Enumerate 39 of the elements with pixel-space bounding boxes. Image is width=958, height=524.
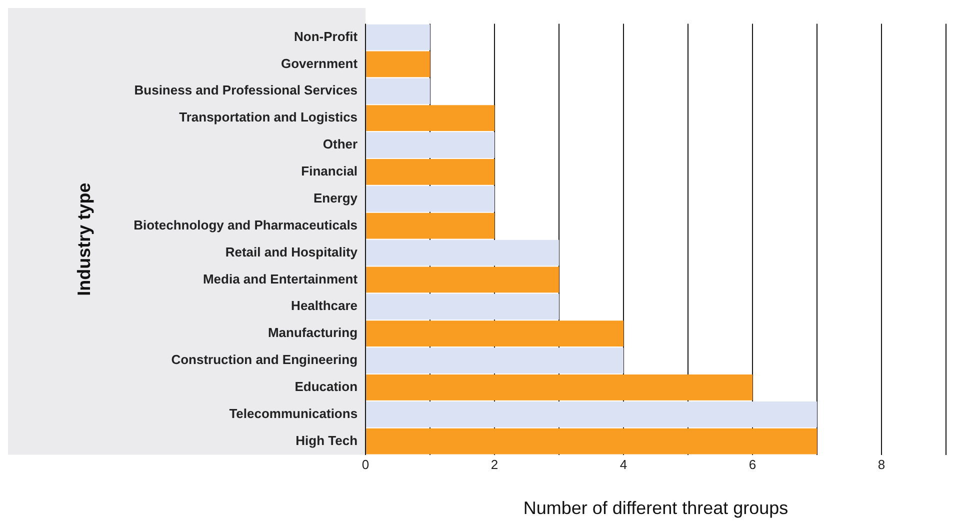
bar xyxy=(366,320,624,347)
y-tick-label: Energy xyxy=(313,190,358,206)
bar xyxy=(366,132,495,158)
bar xyxy=(366,428,818,454)
y-tick-label: Other xyxy=(322,136,358,152)
y-tick-label: Business and Professional Services xyxy=(134,82,358,98)
bar xyxy=(366,401,818,428)
y-tick-label: Healthcare xyxy=(291,298,358,314)
x-tick-label: 2 xyxy=(490,457,498,472)
y-tick-label: High Tech xyxy=(296,432,358,448)
bar xyxy=(366,240,560,266)
x-tick-label: 0 xyxy=(362,457,370,472)
y-tick-label: Transportation and Logistics xyxy=(179,110,358,125)
y-tick-label: Financial xyxy=(301,164,358,179)
y-tick-label: Education xyxy=(294,379,358,394)
bar xyxy=(366,105,495,132)
y-axis-title: Industry type xyxy=(74,182,94,296)
y-tick-label: Biotechnology and Pharmaceuticals xyxy=(134,217,358,232)
bar xyxy=(366,294,560,320)
bar xyxy=(366,348,624,374)
bar xyxy=(366,51,430,78)
x-axis-title: Number of different threat groups xyxy=(523,498,788,518)
y-tick-label: Construction and Engineering xyxy=(171,352,358,368)
bar xyxy=(366,212,495,239)
y-tick-label: Government xyxy=(280,56,358,71)
bar xyxy=(366,374,753,400)
bar xyxy=(366,159,495,185)
y-tick-label: Manufacturing xyxy=(268,325,358,340)
bar xyxy=(366,24,430,50)
y-tick-label: Non-Profit xyxy=(294,28,358,44)
y-tick-label: Retail and Hospitality xyxy=(225,244,358,260)
y-tick-label: Media and Entertainment xyxy=(202,271,358,286)
bar xyxy=(366,78,430,104)
bar xyxy=(366,266,560,293)
bar xyxy=(366,186,495,212)
x-tick-label: 4 xyxy=(620,457,628,472)
x-tick-label: 8 xyxy=(878,457,886,472)
y-tick-label: Telecommunications xyxy=(229,406,358,421)
x-tick-label: 6 xyxy=(748,457,756,472)
